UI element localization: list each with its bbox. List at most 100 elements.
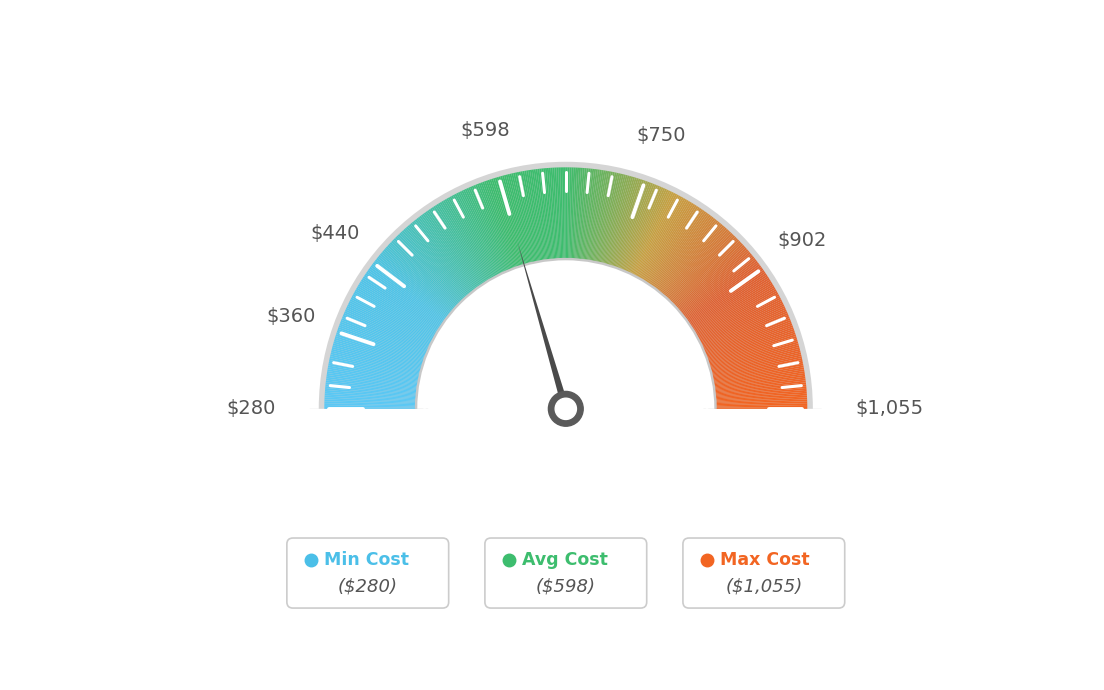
Wedge shape bbox=[658, 218, 715, 291]
Wedge shape bbox=[665, 228, 726, 297]
Wedge shape bbox=[461, 190, 502, 274]
Wedge shape bbox=[687, 266, 761, 321]
Wedge shape bbox=[601, 174, 624, 264]
Wedge shape bbox=[351, 296, 434, 339]
Wedge shape bbox=[331, 348, 421, 373]
Wedge shape bbox=[711, 347, 799, 372]
Wedge shape bbox=[613, 179, 644, 267]
Wedge shape bbox=[384, 248, 454, 310]
Wedge shape bbox=[668, 231, 731, 299]
Wedge shape bbox=[420, 216, 476, 290]
Wedge shape bbox=[554, 168, 560, 259]
Wedge shape bbox=[607, 177, 635, 266]
Wedge shape bbox=[449, 196, 495, 277]
Wedge shape bbox=[549, 168, 556, 259]
Wedge shape bbox=[570, 168, 573, 259]
Wedge shape bbox=[584, 169, 598, 260]
Wedge shape bbox=[488, 179, 519, 267]
Wedge shape bbox=[325, 402, 416, 405]
Wedge shape bbox=[678, 248, 747, 310]
Wedge shape bbox=[573, 168, 580, 259]
Wedge shape bbox=[330, 354, 420, 376]
Wedge shape bbox=[329, 362, 418, 381]
Wedge shape bbox=[509, 174, 532, 263]
Text: $902: $902 bbox=[777, 231, 826, 250]
Wedge shape bbox=[374, 261, 447, 318]
Wedge shape bbox=[574, 168, 581, 259]
Wedge shape bbox=[446, 198, 492, 279]
Wedge shape bbox=[712, 358, 803, 378]
Wedge shape bbox=[710, 343, 798, 369]
Wedge shape bbox=[363, 276, 440, 328]
Wedge shape bbox=[578, 168, 588, 259]
Wedge shape bbox=[656, 216, 712, 290]
Wedge shape bbox=[325, 400, 416, 404]
Wedge shape bbox=[595, 172, 615, 262]
Wedge shape bbox=[596, 172, 617, 262]
Wedge shape bbox=[715, 397, 807, 403]
Wedge shape bbox=[362, 278, 440, 328]
Wedge shape bbox=[635, 195, 679, 277]
Wedge shape bbox=[358, 284, 437, 333]
Text: $440: $440 bbox=[310, 224, 360, 244]
Wedge shape bbox=[342, 317, 427, 353]
Wedge shape bbox=[335, 338, 423, 366]
Wedge shape bbox=[647, 206, 699, 284]
Wedge shape bbox=[326, 386, 416, 396]
Wedge shape bbox=[622, 185, 658, 270]
Wedge shape bbox=[333, 343, 422, 369]
Wedge shape bbox=[423, 266, 709, 408]
Wedge shape bbox=[672, 239, 740, 304]
Wedge shape bbox=[567, 168, 570, 259]
Wedge shape bbox=[643, 202, 692, 281]
Wedge shape bbox=[343, 313, 428, 351]
FancyBboxPatch shape bbox=[287, 538, 448, 608]
Wedge shape bbox=[396, 235, 461, 302]
Wedge shape bbox=[532, 170, 545, 261]
Wedge shape bbox=[493, 178, 522, 266]
Wedge shape bbox=[433, 206, 485, 284]
Wedge shape bbox=[341, 318, 427, 354]
Wedge shape bbox=[415, 258, 716, 408]
Wedge shape bbox=[392, 239, 459, 304]
Wedge shape bbox=[556, 168, 561, 259]
Wedge shape bbox=[325, 403, 416, 406]
Wedge shape bbox=[327, 369, 418, 386]
Wedge shape bbox=[634, 194, 677, 276]
Wedge shape bbox=[491, 179, 521, 266]
Wedge shape bbox=[325, 397, 416, 403]
Wedge shape bbox=[603, 175, 628, 264]
Wedge shape bbox=[325, 395, 416, 402]
Wedge shape bbox=[715, 395, 807, 402]
Wedge shape bbox=[565, 167, 567, 259]
Wedge shape bbox=[657, 217, 714, 290]
Text: ($280): ($280) bbox=[338, 578, 397, 595]
Wedge shape bbox=[347, 306, 431, 346]
Wedge shape bbox=[402, 230, 465, 299]
Wedge shape bbox=[699, 297, 781, 341]
Wedge shape bbox=[397, 234, 463, 302]
Wedge shape bbox=[588, 170, 604, 261]
Wedge shape bbox=[500, 176, 527, 265]
Wedge shape bbox=[590, 170, 605, 261]
Wedge shape bbox=[327, 371, 418, 386]
Wedge shape bbox=[408, 224, 469, 295]
Wedge shape bbox=[416, 218, 474, 291]
Wedge shape bbox=[546, 168, 555, 259]
Wedge shape bbox=[698, 294, 779, 339]
Wedge shape bbox=[403, 229, 466, 298]
Wedge shape bbox=[623, 186, 660, 271]
Wedge shape bbox=[705, 322, 792, 356]
Wedge shape bbox=[357, 286, 437, 334]
FancyBboxPatch shape bbox=[683, 538, 845, 608]
Wedge shape bbox=[350, 299, 433, 342]
Wedge shape bbox=[459, 191, 501, 275]
Wedge shape bbox=[432, 207, 484, 284]
Wedge shape bbox=[705, 324, 793, 357]
Wedge shape bbox=[436, 204, 487, 282]
Wedge shape bbox=[701, 306, 785, 346]
Wedge shape bbox=[640, 199, 687, 279]
Wedge shape bbox=[427, 210, 480, 286]
Text: ($598): ($598) bbox=[535, 578, 596, 595]
Wedge shape bbox=[417, 217, 475, 290]
